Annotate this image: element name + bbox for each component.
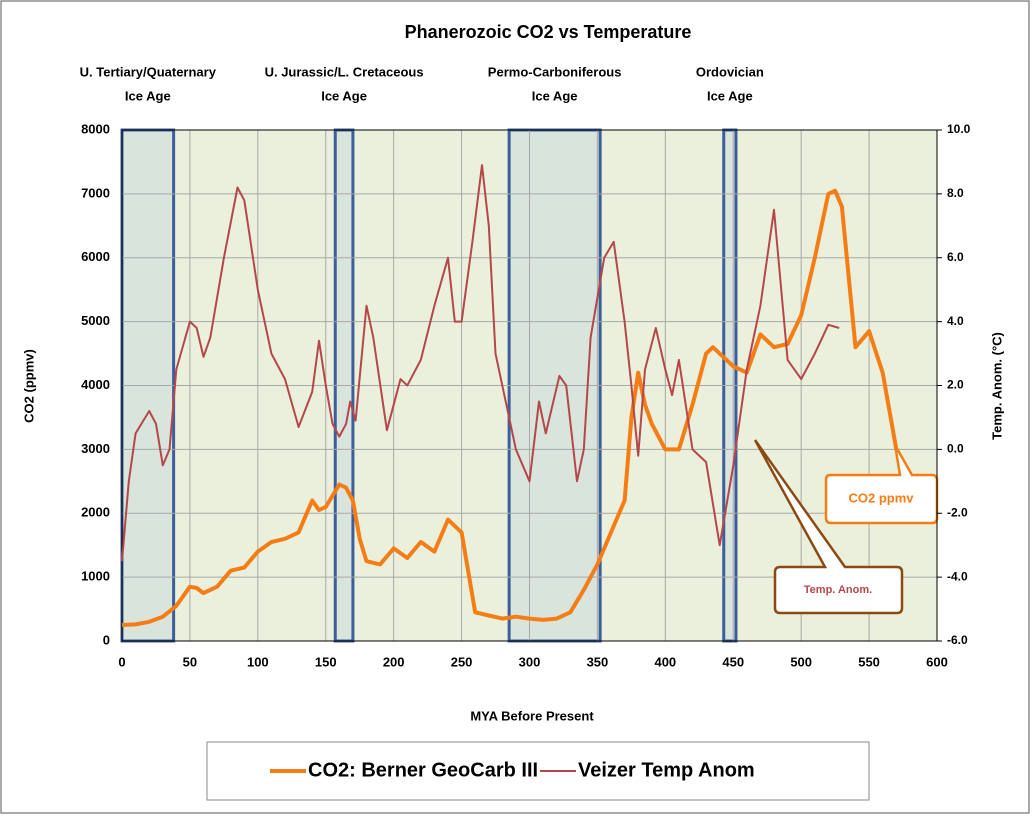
y-tick-label: 8000 bbox=[81, 121, 110, 136]
region-label: Ice Age bbox=[707, 88, 753, 103]
x-tick-label: 150 bbox=[315, 654, 337, 669]
annotation: Temp. Anom. bbox=[804, 584, 872, 596]
x-tick-label: 300 bbox=[519, 654, 541, 669]
series-line bbox=[121, 164, 840, 562]
legend bbox=[206, 741, 870, 801]
x-tick-label: 100 bbox=[247, 654, 269, 669]
x-tick-label: 450 bbox=[722, 654, 744, 669]
y2-tick-label: 2.0 bbox=[947, 378, 964, 392]
callout-temp bbox=[753, 439, 904, 615]
y-tick-label: 0 bbox=[103, 632, 110, 647]
y-tick-label: 4000 bbox=[81, 377, 110, 392]
callout-co2 bbox=[824, 444, 939, 525]
y2-tick-label: 6.0 bbox=[947, 250, 964, 264]
region-label: U. Tertiary/Quaternary bbox=[80, 64, 217, 79]
x-tick-label: 550 bbox=[858, 654, 880, 669]
x-tick-label: 500 bbox=[790, 654, 812, 669]
region-label: Ice Age bbox=[532, 88, 578, 103]
y-tick-label: 1000 bbox=[81, 569, 110, 584]
y2-tick-label: -6.0 bbox=[947, 633, 968, 647]
y2-tick-label: -2.0 bbox=[947, 505, 968, 519]
x-tick-label: 250 bbox=[451, 654, 473, 669]
y-tick-label: 7000 bbox=[81, 185, 110, 200]
y2-tick-label: 10.0 bbox=[947, 122, 971, 136]
y2-tick-label: 8.0 bbox=[947, 186, 964, 200]
region-label: Ordovician bbox=[696, 64, 764, 79]
region-label: Permo-Carboniferous bbox=[488, 64, 622, 79]
legend-label: CO2: Berner GeoCarb III bbox=[308, 759, 538, 781]
region-label: Ice Age bbox=[125, 88, 171, 103]
y2-tick-label: -4.0 bbox=[947, 569, 968, 583]
x-tick-label: 350 bbox=[587, 654, 609, 669]
chart-title: Phanerozoic CO2 vs Temperature bbox=[405, 22, 692, 42]
y-axis-label: CO2 (ppmv) bbox=[21, 349, 36, 423]
region-label: U. Jurassic/L. Cretaceous bbox=[265, 64, 424, 79]
x-tick-label: 0 bbox=[118, 654, 125, 669]
y-tick-label: 2000 bbox=[81, 505, 110, 520]
plot-border bbox=[121, 129, 938, 642]
x-axis-label: MYA Before Present bbox=[470, 708, 594, 723]
x-tick-label: 600 bbox=[926, 654, 948, 669]
y-tick-label: 5000 bbox=[81, 313, 110, 328]
x-tick-label: 200 bbox=[383, 654, 405, 669]
region-label: Ice Age bbox=[321, 88, 367, 103]
y-tick-label: 6000 bbox=[81, 249, 110, 264]
x-tick-label: 50 bbox=[183, 654, 197, 669]
y2-axis-label: Temp. Anom. (°C) bbox=[989, 332, 1004, 440]
series-line bbox=[121, 188, 899, 627]
y2-tick-label: 4.0 bbox=[947, 314, 964, 328]
x-tick-label: 400 bbox=[654, 654, 676, 669]
y2-tick-label: 0.0 bbox=[947, 442, 964, 456]
legend-label: Veizer Temp Anom bbox=[578, 759, 755, 781]
y-tick-label: 3000 bbox=[81, 441, 110, 456]
annotation: CO2 ppmv bbox=[848, 490, 914, 505]
